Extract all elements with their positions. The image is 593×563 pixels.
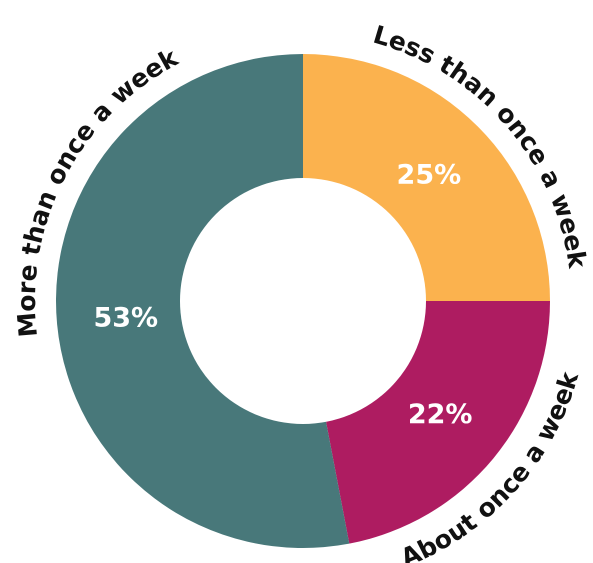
donut-hole bbox=[180, 178, 426, 424]
value-label: 53% bbox=[93, 302, 158, 333]
value-labels-group: 25% 22% 53% bbox=[93, 160, 472, 430]
value-label: 25% bbox=[397, 160, 462, 191]
value-label: 22% bbox=[408, 399, 473, 430]
